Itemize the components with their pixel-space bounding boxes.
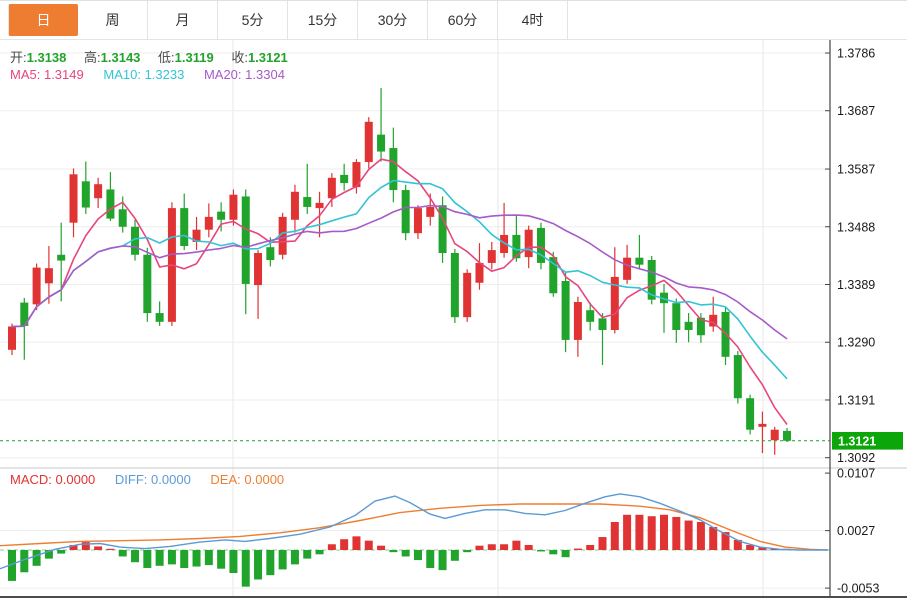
svg-text:1.3092: 1.3092	[837, 451, 875, 465]
tab-60min[interactable]: 60分	[428, 1, 498, 39]
svg-text:1.3786: 1.3786	[837, 47, 875, 61]
open-value: 1.3138	[26, 50, 67, 65]
svg-text:1.3191: 1.3191	[837, 393, 875, 407]
svg-text:-0.0053: -0.0053	[837, 582, 879, 596]
tab-4hour[interactable]: 4时	[498, 1, 568, 39]
svg-text:1.3687: 1.3687	[837, 104, 875, 118]
candlestick-chart-svg[interactable]: 1.3786 1.3687 1.3587 1.3488 1.3389 1.3290 1.31…	[0, 40, 907, 602]
close-value: 1.3121	[247, 50, 288, 65]
open-label: 开:	[10, 50, 27, 65]
svg-text:0.0107: 0.0107	[837, 467, 875, 481]
tab-month[interactable]: 月	[148, 1, 218, 39]
tab-day[interactable]: 日	[8, 4, 78, 36]
ma-legend-row: MA5: 1.3149 MA10: 1.3233 MA20: 1.3304	[10, 67, 285, 82]
ma20-legend: MA20: 1.3304	[203, 67, 285, 82]
low-value: 1.3119	[174, 50, 214, 65]
macd-legend-row: MACD: 0.0000 DIFF: 0.0000 DEA: 0.0000	[10, 472, 284, 487]
period-tabbar: 日 周 月 5分 15分 30分 60分 4时	[0, 0, 907, 40]
ma10-legend: MA10: 1.3233	[103, 67, 185, 82]
tab-15min[interactable]: 15分	[288, 1, 358, 39]
tab-30min[interactable]: 30分	[358, 1, 428, 39]
ma5-legend: MA5: 1.3149	[10, 67, 84, 82]
ohlc-quote-row: 开:1.3138 高:1.3143 低:1.3119 收:1.3121	[10, 47, 302, 66]
svg-text:0.0027: 0.0027	[837, 524, 875, 538]
high-value: 1.3143	[100, 50, 141, 65]
svg-text:1.3389: 1.3389	[837, 278, 875, 292]
macd-legend: MACD: 0.0000	[10, 472, 96, 487]
svg-text:1.3488: 1.3488	[837, 220, 875, 234]
svg-text:1.3121: 1.3121	[838, 434, 876, 448]
low-label: 低:	[158, 50, 175, 65]
tab-5min[interactable]: 5分	[218, 1, 288, 39]
tab-week[interactable]: 周	[78, 1, 148, 39]
high-label: 高:	[84, 50, 101, 65]
close-label: 收:	[231, 50, 248, 65]
svg-text:1.3587: 1.3587	[837, 163, 875, 177]
svg-text:1.3290: 1.3290	[837, 336, 875, 350]
dea-legend: DEA: 0.0000	[210, 472, 285, 487]
diff-legend: DIFF: 0.0000	[114, 472, 191, 487]
